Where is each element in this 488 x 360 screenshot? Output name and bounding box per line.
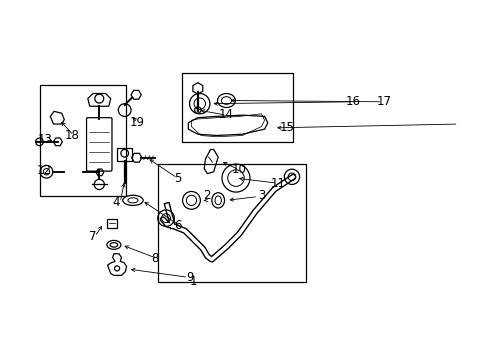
Text: 11: 11 <box>270 177 285 190</box>
Text: 13: 13 <box>38 133 53 146</box>
Text: 7: 7 <box>89 230 97 243</box>
Text: 1: 1 <box>189 275 197 288</box>
Text: 16: 16 <box>346 95 361 108</box>
Text: 8: 8 <box>151 252 158 265</box>
Text: 2: 2 <box>203 189 211 202</box>
Text: 19: 19 <box>130 116 144 129</box>
Text: 14: 14 <box>219 108 233 121</box>
Text: 18: 18 <box>64 129 79 142</box>
Bar <box>182 73 293 142</box>
Text: 3: 3 <box>257 189 264 202</box>
Text: 12: 12 <box>37 164 51 177</box>
Text: 17: 17 <box>376 95 391 108</box>
Text: 9: 9 <box>185 271 193 284</box>
Text: 5: 5 <box>173 172 181 185</box>
Bar <box>40 85 126 196</box>
Text: 15: 15 <box>279 121 294 134</box>
Text: 10: 10 <box>231 163 246 176</box>
Bar <box>158 164 305 282</box>
Text: 4: 4 <box>112 196 120 209</box>
Text: 6: 6 <box>173 219 181 232</box>
